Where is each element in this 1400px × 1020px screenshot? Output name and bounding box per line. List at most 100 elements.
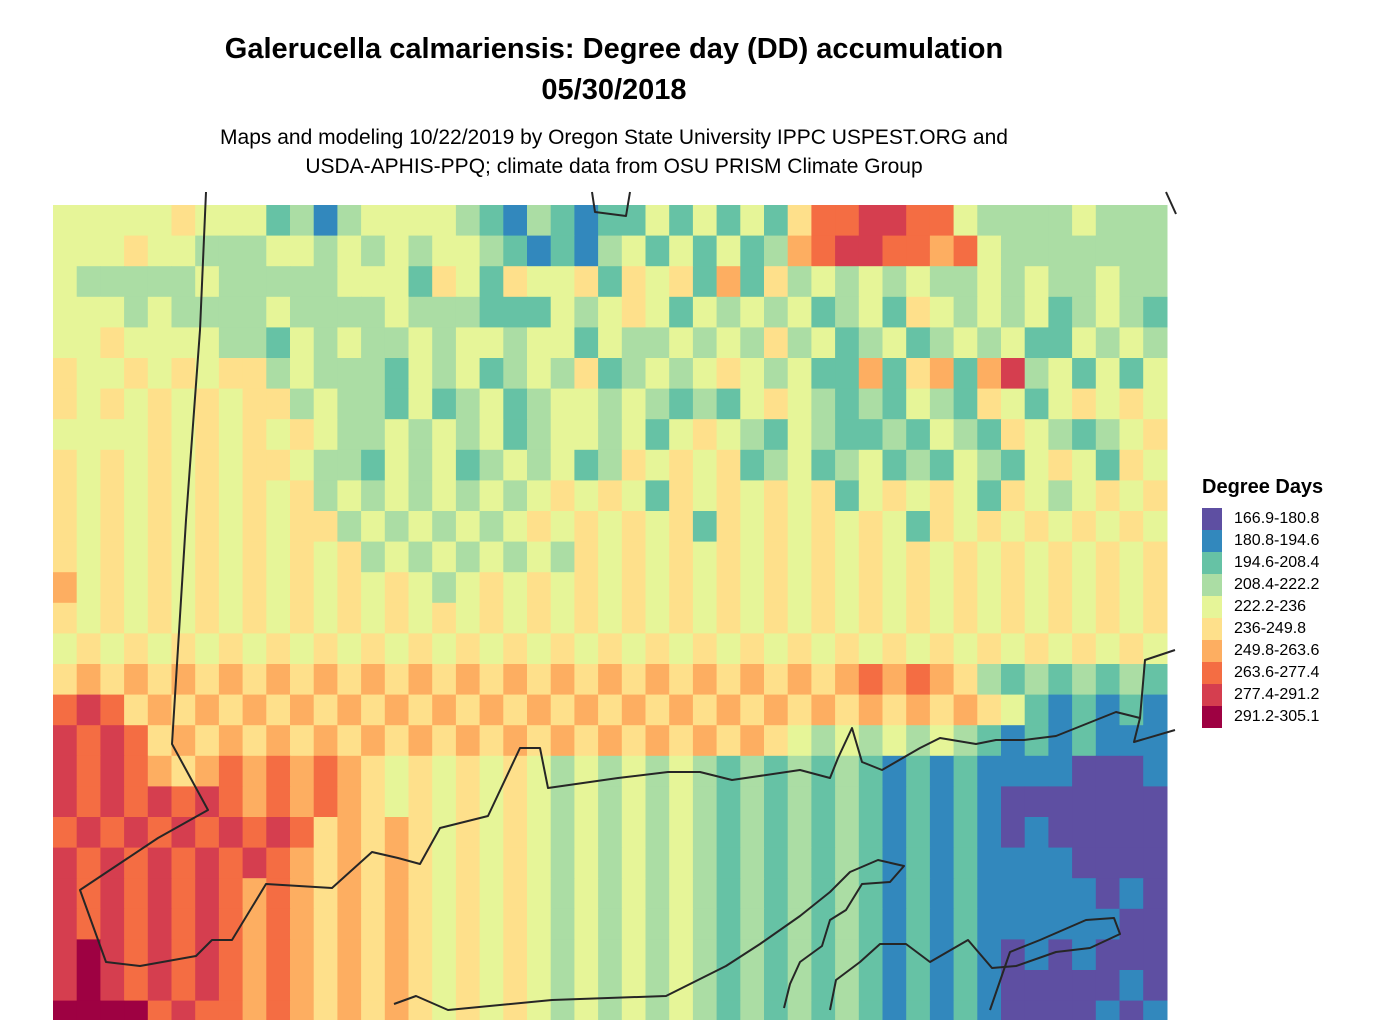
grid-cell [1143, 786, 1168, 818]
grid-cell [1119, 266, 1144, 298]
grid-cell [621, 266, 647, 298]
degree-day-raster [53, 205, 1168, 1020]
grid-cell [432, 633, 457, 665]
grid-cell [1072, 511, 1097, 543]
grid-cell [1001, 388, 1026, 420]
grid-cell [858, 358, 884, 390]
grid-cell [503, 847, 528, 879]
grid-cell [527, 908, 552, 940]
grid-cell [76, 358, 101, 390]
grid-cell [692, 235, 718, 267]
grid-cell [574, 664, 599, 696]
grid-cell [195, 296, 220, 328]
grid-cell [313, 296, 338, 328]
grid-cell [645, 572, 670, 604]
grid-cell [147, 970, 173, 1002]
grid-cell [787, 664, 812, 696]
grid-cell [218, 664, 244, 696]
grid-cell [574, 878, 599, 910]
grid-cell [218, 235, 244, 267]
grid-cell [218, 388, 244, 420]
grid-cell [408, 633, 433, 665]
grid-cell [929, 266, 955, 298]
grid-cell [858, 480, 884, 512]
grid-cell [503, 388, 528, 420]
grid-cell [124, 358, 149, 390]
grid-cell [361, 572, 386, 604]
grid-cell [811, 786, 836, 818]
grid-cell [408, 817, 433, 849]
grid-cell [977, 602, 1002, 634]
grid-cell [929, 602, 955, 634]
grid-cell [124, 419, 149, 451]
grid-cell [1048, 235, 1073, 267]
grid-cell [503, 694, 528, 726]
grid-cell [313, 847, 338, 879]
grid-cell [100, 725, 125, 757]
grid-cell [669, 511, 694, 543]
grid-cell [621, 633, 647, 665]
grid-cell [550, 633, 575, 665]
grid-cell [692, 970, 718, 1002]
grid-cell [764, 511, 789, 543]
grid-cell [242, 480, 267, 512]
grid-cell [242, 878, 267, 910]
grid-cell [1143, 358, 1168, 390]
grid-cell [882, 327, 907, 359]
grid-cell [1072, 358, 1097, 390]
grid-cell [1119, 908, 1144, 940]
boundary-line-west [79, 191, 1176, 967]
grid-cell [503, 939, 528, 971]
boundary-line-southeast [829, 917, 1121, 1011]
grid-cell [527, 388, 552, 420]
grid-cell [1119, 970, 1144, 1002]
grid-cell [740, 878, 765, 910]
grid-cell [337, 694, 362, 726]
grid-cell [692, 205, 718, 237]
grid-cell [835, 205, 860, 237]
grid-cell [290, 235, 315, 267]
grid-cell [835, 235, 860, 267]
grid-cell [408, 755, 433, 787]
grid-cell [692, 878, 718, 910]
grid-cell [1095, 694, 1121, 726]
grid-cell [740, 755, 765, 787]
grid-cell [408, 327, 433, 359]
grid-cell [906, 633, 931, 665]
grid-cell [692, 572, 718, 604]
grid-cell [266, 419, 291, 451]
grid-cell [361, 633, 386, 665]
grid-cell [764, 970, 789, 1002]
grid-cell [266, 817, 291, 849]
grid-cell [906, 480, 931, 512]
grid-cell [882, 388, 907, 420]
grid-cell [550, 419, 575, 451]
grid-cell [574, 449, 599, 481]
grid-cell [337, 970, 362, 1002]
grid-cell [384, 205, 410, 237]
grid-cell [384, 970, 410, 1002]
grid-cell [977, 449, 1002, 481]
grid-cell [716, 511, 741, 543]
grid-cell [574, 541, 599, 573]
grid-cell [645, 358, 670, 390]
grid-cell [1119, 511, 1144, 543]
grid-cell [1119, 449, 1144, 481]
grid-cell [503, 296, 528, 328]
grid-cell [764, 266, 789, 298]
legend-entry: 180.8-194.6 [1202, 530, 1323, 552]
grid-cell [53, 633, 78, 665]
grid-cell [1072, 847, 1097, 879]
grid-cell [76, 970, 101, 1002]
grid-cell [1119, 296, 1144, 328]
grid-cell [811, 449, 836, 481]
grid-cell [124, 235, 149, 267]
grid-cell [1095, 449, 1121, 481]
grid-cell [290, 908, 315, 940]
grid-cell [740, 449, 765, 481]
legend-swatch [1202, 640, 1222, 662]
grid-cell [313, 572, 338, 604]
grid-cell [432, 908, 457, 940]
grid-cell [740, 419, 765, 451]
grid-cell [503, 449, 528, 481]
